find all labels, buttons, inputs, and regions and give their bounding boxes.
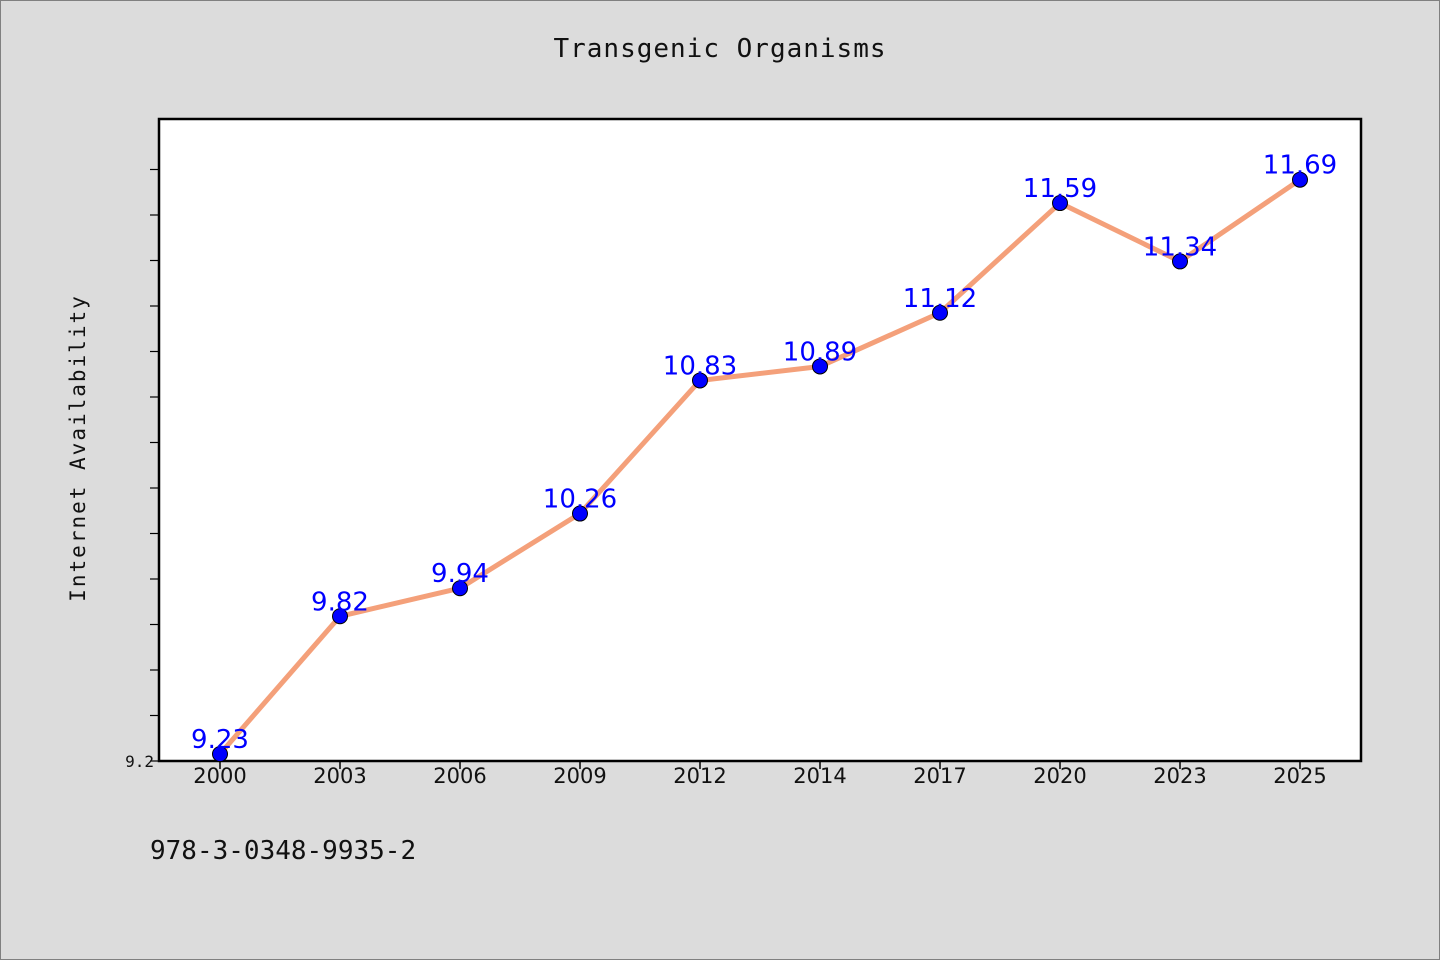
- data-label: 11.34: [1143, 232, 1217, 262]
- data-point: [692, 372, 708, 389]
- x-tick-label: 2009: [553, 764, 606, 788]
- plot-area: [157, 117, 1363, 763]
- data-label: 11.59: [1023, 174, 1097, 204]
- data-label: 10.89: [783, 337, 857, 367]
- data-label: 11.12: [903, 284, 977, 314]
- data-label: 9.94: [431, 559, 489, 589]
- data-label: 10.26: [543, 485, 617, 515]
- data-label: 10.83: [663, 351, 737, 381]
- series-line: [217, 177, 1303, 757]
- data-point: [1292, 171, 1308, 188]
- data-markers: [212, 171, 1308, 762]
- x-tick-label: 2000: [193, 764, 246, 788]
- x-tick-label: 2020: [1033, 764, 1086, 788]
- data-point: [932, 304, 948, 321]
- data-label: 9.82: [311, 587, 369, 617]
- chart-title: Transgenic Organisms: [553, 34, 887, 64]
- x-tick-label: 2006: [433, 764, 486, 788]
- data-point: [812, 358, 828, 375]
- x-ticks: 2000 2003 2006 2009 2012 2014 2017 2020 2023 2025: [193, 761, 1327, 788]
- data-label: 11.69: [1263, 151, 1337, 181]
- footer-code: 978-3-0348-9935-2: [150, 836, 417, 866]
- data-point: [1172, 253, 1188, 270]
- data-point: [1052, 195, 1068, 212]
- y-ticks: 9.2: [125, 752, 154, 771]
- data-point: [572, 505, 588, 522]
- data-point: [212, 745, 228, 762]
- data-point: [332, 608, 348, 625]
- y-tick-label: 9.2: [125, 752, 154, 771]
- x-tick-label: 2017: [913, 764, 966, 788]
- x-tick-label: 2014: [793, 764, 846, 788]
- x-tick-label: 2012: [673, 764, 726, 788]
- x-tick-label: 2023: [1153, 764, 1206, 788]
- data-point: [452, 580, 468, 597]
- data-labels: 9.23 9.82 9.94 10.26 10.83 10.89 11.12 11.59 11.…: [191, 151, 1337, 755]
- x-tick-label: 2003: [313, 764, 366, 788]
- x-tick-label: 2025: [1273, 764, 1326, 788]
- data-label: 9.23: [191, 725, 249, 755]
- y-minor-ticks: [150, 168, 159, 762]
